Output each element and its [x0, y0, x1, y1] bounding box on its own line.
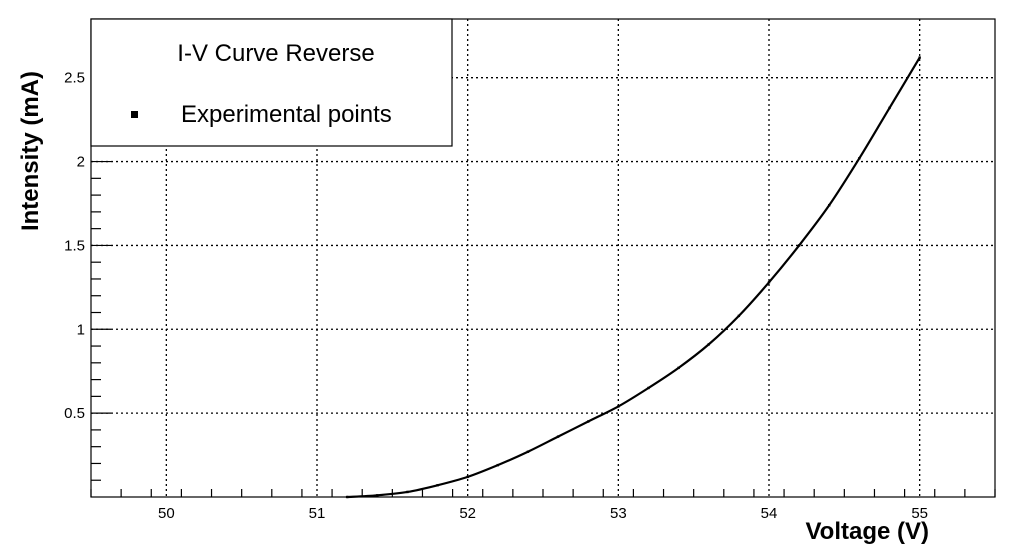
data-point — [828, 203, 831, 207]
data-point — [797, 244, 801, 247]
data-point — [406, 490, 409, 494]
data-point — [677, 366, 680, 370]
data-point — [436, 484, 439, 487]
data-point — [345, 495, 349, 499]
data-point — [918, 56, 921, 59]
data-point — [526, 450, 530, 453]
legend-entry-label: Experimental points — [181, 101, 392, 128]
x-axis-title: Voltage (V) — [805, 518, 929, 545]
y-tick-label: 0.5 — [64, 405, 85, 422]
x-tick-label: 55 — [911, 505, 928, 522]
x-tick-labels: 50 51 52 53 54 55 — [158, 505, 928, 522]
x-tick-label: 50 — [158, 505, 175, 522]
data-point — [737, 314, 741, 318]
data-point — [707, 343, 710, 346]
y-tick-label: 2.5 — [64, 70, 85, 87]
legend-marker-square — [131, 111, 138, 118]
x-tick-label: 53 — [610, 505, 627, 522]
data-point — [496, 463, 499, 467]
data-point — [888, 106, 891, 110]
x-tick-label: 54 — [761, 505, 778, 522]
x-tick-label: 51 — [309, 505, 326, 522]
data-point — [376, 494, 379, 497]
y-axis-title: Intensity (mA) — [17, 71, 44, 231]
data-point — [466, 475, 469, 479]
data-point — [858, 157, 861, 160]
series-layer — [345, 56, 921, 499]
y-tick-labels: 0.5 1 1.5 2 2.5 — [64, 70, 85, 422]
legend-title: I-V Curve Reverse — [177, 40, 374, 67]
data-point — [556, 435, 560, 438]
y-tick-label: 2 — [77, 154, 85, 171]
series-curve — [347, 57, 921, 499]
legend-frame — [90, 18, 453, 147]
data-point — [587, 420, 590, 423]
data-point — [767, 281, 771, 284]
y-tick-label: 1.5 — [64, 237, 85, 254]
legend-box: I-V Curve Reverse Experimental points — [90, 18, 453, 147]
data-point — [617, 405, 620, 408]
x-tick-label: 52 — [459, 505, 476, 522]
y-tick-label: 1 — [77, 321, 85, 338]
data-point — [647, 386, 650, 390]
